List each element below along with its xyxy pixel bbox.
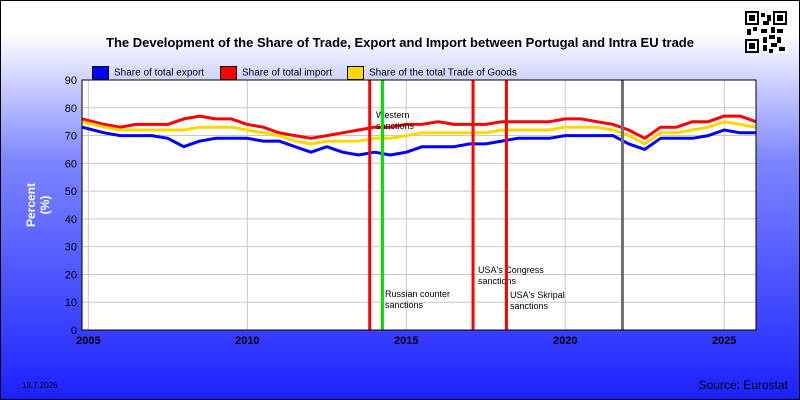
legend-item-import: Share of total import [220,66,332,80]
y-tick-label: 10 [65,297,77,309]
y-tick-label: 30 [65,242,77,254]
x-tick-label: 2020 [553,335,577,347]
x-tick-label: 2015 [394,335,418,347]
event-label: USA's Congress sanctions [478,265,544,286]
legend-item-trade: Share of the total Trade of Goods [347,66,517,80]
events-layer: Western sanctions Russian counter sanctions… [368,80,624,330]
y-tick-label: 40 [65,214,77,226]
y-axis-label: Percent (%) [24,182,52,228]
event-label: USA's Skripal sanctions [510,290,565,311]
x-tick-label: 2025 [712,335,736,347]
legend-swatch-import [220,66,237,80]
plot-border [81,79,757,331]
series-layer [81,114,757,157]
source-label: Source: Eurostat [698,378,788,392]
event-label: Western sanctions [376,110,415,131]
legend-label-trade: Share of the total Trade of Goods [369,67,517,79]
series-trade-line [81,120,757,146]
y-tick-label: 20 [65,269,77,281]
plot-area [82,80,756,330]
date-stamp: 18.7.2026 [22,381,58,390]
x-tick-label: 2010 [235,335,259,347]
x-axis-ticks: 2005 2010 2015 2020 2025 [76,335,736,347]
chart-title: The Development of the Share of Trade, E… [106,35,694,50]
y-tick-label: 0 [71,325,77,337]
series-export-line [81,125,756,157]
legend-swatch-trade [347,66,364,80]
legend-label-import: Share of total import [242,67,333,79]
event-label: Russian counter sanctions [385,289,450,310]
y-tick-label: 70 [65,131,77,143]
y-tick-label: 50 [65,186,77,198]
legend-swatch-export [92,66,109,80]
legend-item-export: Share of total export [92,66,204,80]
y-axis-ticks: 0 10 20 30 40 50 60 70 80 90 [65,75,77,337]
qr-code-icon [745,11,787,53]
x-tick-label: 2005 [76,335,100,347]
y-tick-label: 80 [65,103,77,115]
series-import-line [81,114,757,140]
y-tick-label: 90 [65,75,77,87]
y-tick-label: 60 [65,158,77,170]
legend-label-export: Share of total export [114,67,205,79]
